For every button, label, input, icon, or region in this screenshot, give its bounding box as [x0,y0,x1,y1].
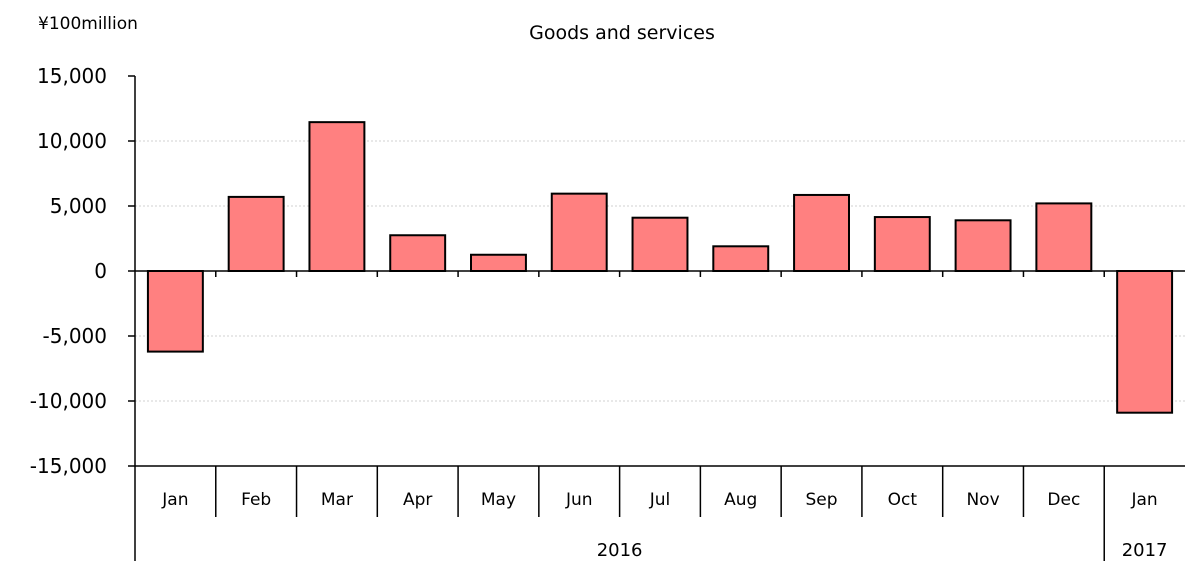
bars [146,121,1174,414]
bar-aug-7 [712,245,770,273]
bar-apr-3 [389,234,447,272]
x-category-label: Apr [403,490,432,510]
bar-jun-5 [550,192,608,272]
x-year-labels: 2016 2017 [597,540,1168,561]
y-tick-label: -15,000 [30,454,107,478]
bar-nov-10 [954,219,1012,273]
y-tick-label: -5,000 [43,324,107,348]
x-category-label: Dec [1047,490,1080,510]
bar-sep-8 [793,193,850,272]
x-category-label: Sep [806,490,838,510]
y-axis-unit-label: ¥100million [38,14,138,34]
x-category-label: Jan [1131,490,1158,510]
y-tick-label: 10,000 [37,129,107,153]
y-tick-labels: 15,000 10,000 5,000 0 -5,000 -10,000 -15,000 [30,64,107,478]
x-year-label: 2016 [597,540,643,561]
gridlines [135,140,1185,402]
x-category-label: Aug [724,490,757,510]
y-tick-label: 5,000 [50,194,107,218]
x-category-label: Oct [888,490,918,510]
bar-feb-1 [227,195,285,272]
bar-oct-9 [873,216,931,273]
bar-jan-0 [146,270,204,353]
x-category-label: Jul [649,490,671,510]
axes [128,75,1185,561]
bar-mar-2 [308,121,366,273]
bar-jul-6 [631,216,689,272]
x-category-label: Nov [966,490,999,510]
x-year-label: 2017 [1122,540,1168,561]
bar-dec-11 [1035,202,1093,272]
x-category-label: May [481,490,516,510]
bar-may-4 [470,253,527,272]
y-tick-label: 15,000 [37,64,107,88]
y-tick-label: 0 [94,259,107,283]
x-category-label: Feb [241,490,271,510]
y-tick-label: -10,000 [30,389,107,413]
x-category-label: Jun [565,490,593,510]
chart-title: Goods and services [529,22,715,44]
x-category-labels: Jan Feb Mar Apr May Jun Jul Aug Sep Oct Nov Dec Jan [161,490,1157,510]
bar-jan-12 [1116,270,1174,414]
x-category-label: Mar [321,490,353,510]
x-category-label: Jan [161,490,188,510]
